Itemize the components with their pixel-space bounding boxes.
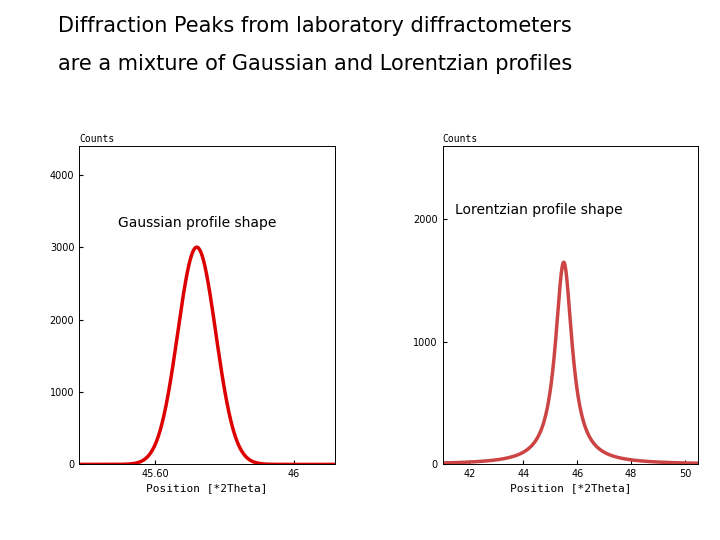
Text: Diffraction Peaks from laboratory diffractometers: Diffraction Peaks from laboratory diffra… [58,16,572,36]
X-axis label: Position [*2Theta]: Position [*2Theta] [146,483,268,494]
Text: Lorentzian profile shape: Lorentzian profile shape [455,203,623,217]
Text: Counts: Counts [79,133,114,144]
Text: are a mixture of Gaussian and Lorentzian profiles: are a mixture of Gaussian and Lorentzian… [58,54,572,74]
Text: Gaussian profile shape: Gaussian profile shape [117,216,276,230]
X-axis label: Position [*2Theta]: Position [*2Theta] [510,483,631,494]
Text: Counts: Counts [443,133,478,144]
